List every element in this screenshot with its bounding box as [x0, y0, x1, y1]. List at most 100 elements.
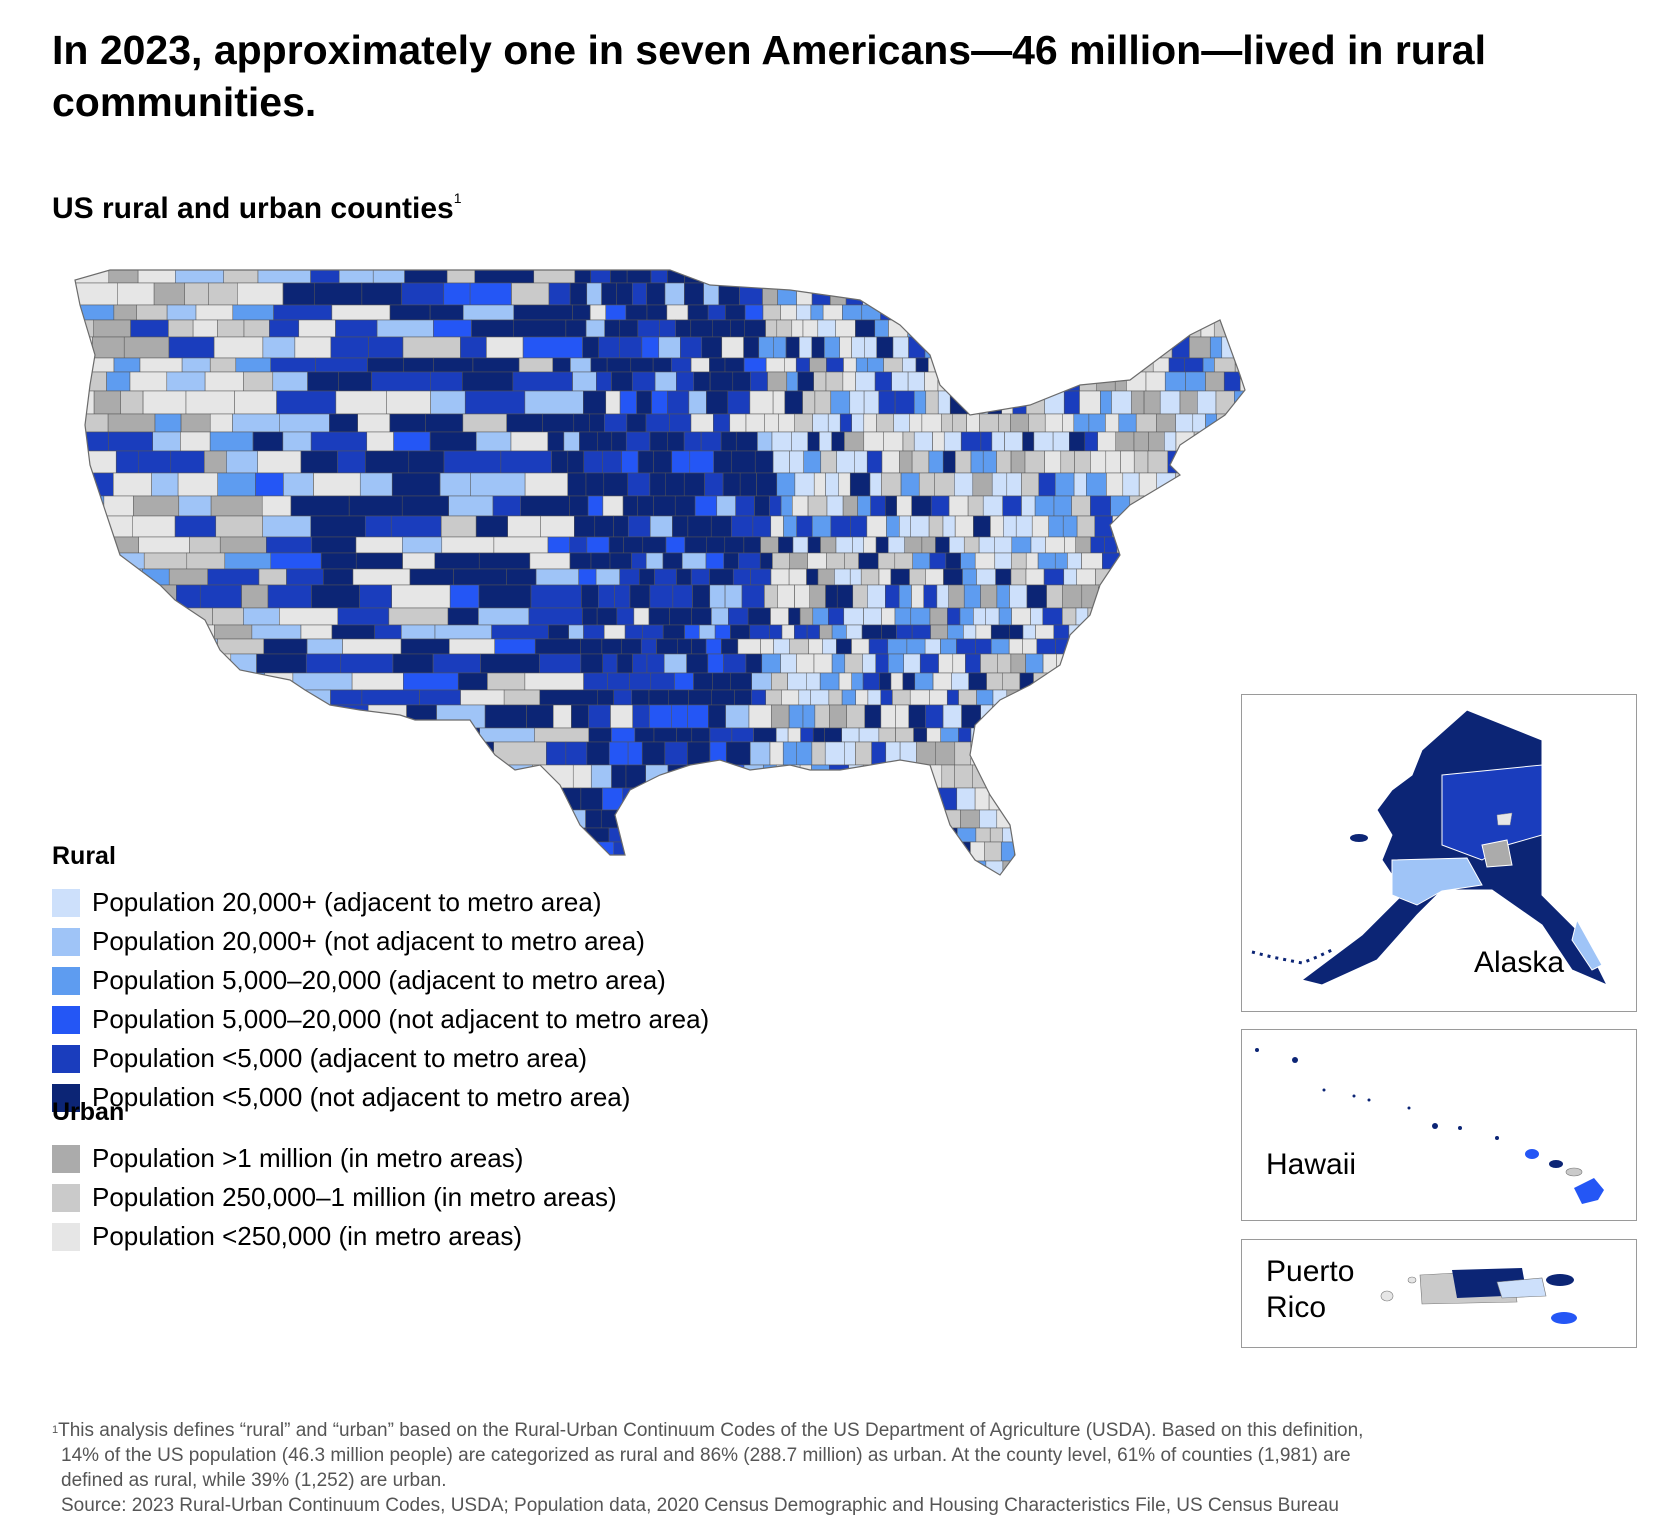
county-tile [956, 638, 976, 655]
county-tile [890, 672, 904, 691]
county-tile [1181, 270, 1198, 284]
county-tile [754, 495, 770, 517]
county-tile [1104, 704, 1120, 729]
county-tile [436, 704, 486, 729]
county-tile [1203, 638, 1223, 655]
county-tile [547, 536, 570, 554]
county-tile [1265, 283, 1281, 305]
county-tile [1076, 515, 1096, 538]
county-tile [920, 925, 932, 945]
county-tile [965, 653, 981, 674]
county-tile [738, 552, 761, 570]
county-tile [814, 390, 831, 415]
county-tile [374, 624, 402, 640]
county-tile [1288, 639, 1301, 654]
county-tile [1183, 909, 1196, 925]
county-tile [138, 536, 190, 554]
county-tile [1229, 704, 1242, 729]
county-tile [826, 552, 845, 570]
county-tile [1136, 787, 1155, 811]
county-tile [1280, 265, 1299, 283]
county-tile [1044, 809, 1060, 829]
county-tile [667, 431, 685, 452]
county-tile [152, 431, 181, 452]
county-tile [1297, 569, 1310, 585]
county-tile [781, 689, 800, 706]
county-tile [812, 413, 829, 433]
county-tile [1179, 827, 1194, 843]
legend-item: Population 20,000+ (not adjacent to metr… [52, 922, 709, 961]
county-tile [781, 841, 796, 862]
county-tile [645, 413, 670, 433]
county-tile [1019, 741, 1037, 766]
county-tile [1155, 741, 1176, 766]
county-tile [1136, 909, 1149, 925]
county-tile [856, 892, 873, 909]
county-tile [860, 568, 880, 586]
county-tile [912, 552, 931, 570]
county-tile [1179, 584, 1199, 609]
county-tile [732, 809, 750, 829]
inset-hawaii: Hawaii [1241, 1029, 1637, 1221]
county-tile [750, 371, 768, 392]
county-tile [846, 704, 866, 729]
chart-subtitle: US rural and urban counties1 [52, 190, 462, 226]
county-tile [1002, 672, 1021, 691]
county-tile [775, 727, 789, 743]
county-tile [237, 282, 284, 306]
county-tile [649, 472, 666, 497]
county-tile [842, 371, 856, 392]
county-tile [1059, 764, 1077, 789]
county-tile [142, 390, 187, 415]
county-tile [1076, 568, 1096, 586]
county-tile [588, 704, 611, 729]
county-tile [581, 584, 599, 609]
source-note: Source: 2023 Rural-Urban Continuum Codes… [61, 1495, 1339, 1516]
county-tile [106, 371, 131, 392]
county-tile [1088, 827, 1109, 843]
county-tile [803, 909, 820, 925]
county-tile [614, 584, 631, 609]
county-tile [881, 472, 902, 497]
county-tile [1062, 584, 1083, 609]
county-tile [785, 336, 800, 359]
county-tile [637, 495, 654, 517]
county-tile [402, 336, 461, 359]
county-tile [668, 689, 689, 706]
county-tile [1233, 584, 1245, 609]
county-tile [745, 413, 765, 433]
county-tile [1106, 874, 1128, 875]
county-tile [535, 568, 579, 586]
county-tile [829, 704, 847, 729]
county-tile [770, 568, 790, 586]
county-tile [1128, 319, 1148, 338]
county-tile [834, 568, 851, 586]
county-tile [1073, 413, 1090, 433]
county-tile [997, 653, 1012, 674]
county-tile [810, 689, 830, 706]
county-tile [780, 653, 797, 674]
county-tile [1047, 874, 1063, 875]
county-tile [928, 357, 946, 373]
county-tile [601, 638, 622, 655]
county-tile [1271, 553, 1291, 569]
county-tile [75, 371, 107, 392]
county-tile [836, 450, 856, 474]
county-tile [1053, 624, 1070, 640]
county-tile [665, 472, 685, 497]
county-tile [572, 371, 597, 392]
county-tile [1166, 787, 1184, 811]
county-tile [360, 764, 406, 789]
county-tile [1178, 515, 1192, 538]
county-tile [1301, 432, 1312, 451]
county-tile [714, 787, 731, 811]
county-tile [1030, 841, 1050, 862]
county-tile [425, 413, 464, 433]
county-tile [730, 672, 752, 691]
county-tile [764, 413, 779, 433]
county-tile [1219, 764, 1233, 789]
county-tile [75, 624, 112, 640]
county-tile [588, 727, 612, 743]
county-tile [1241, 624, 1245, 640]
legend-label: Population 5,000–20,000 (not adjacent to… [92, 1004, 710, 1034]
